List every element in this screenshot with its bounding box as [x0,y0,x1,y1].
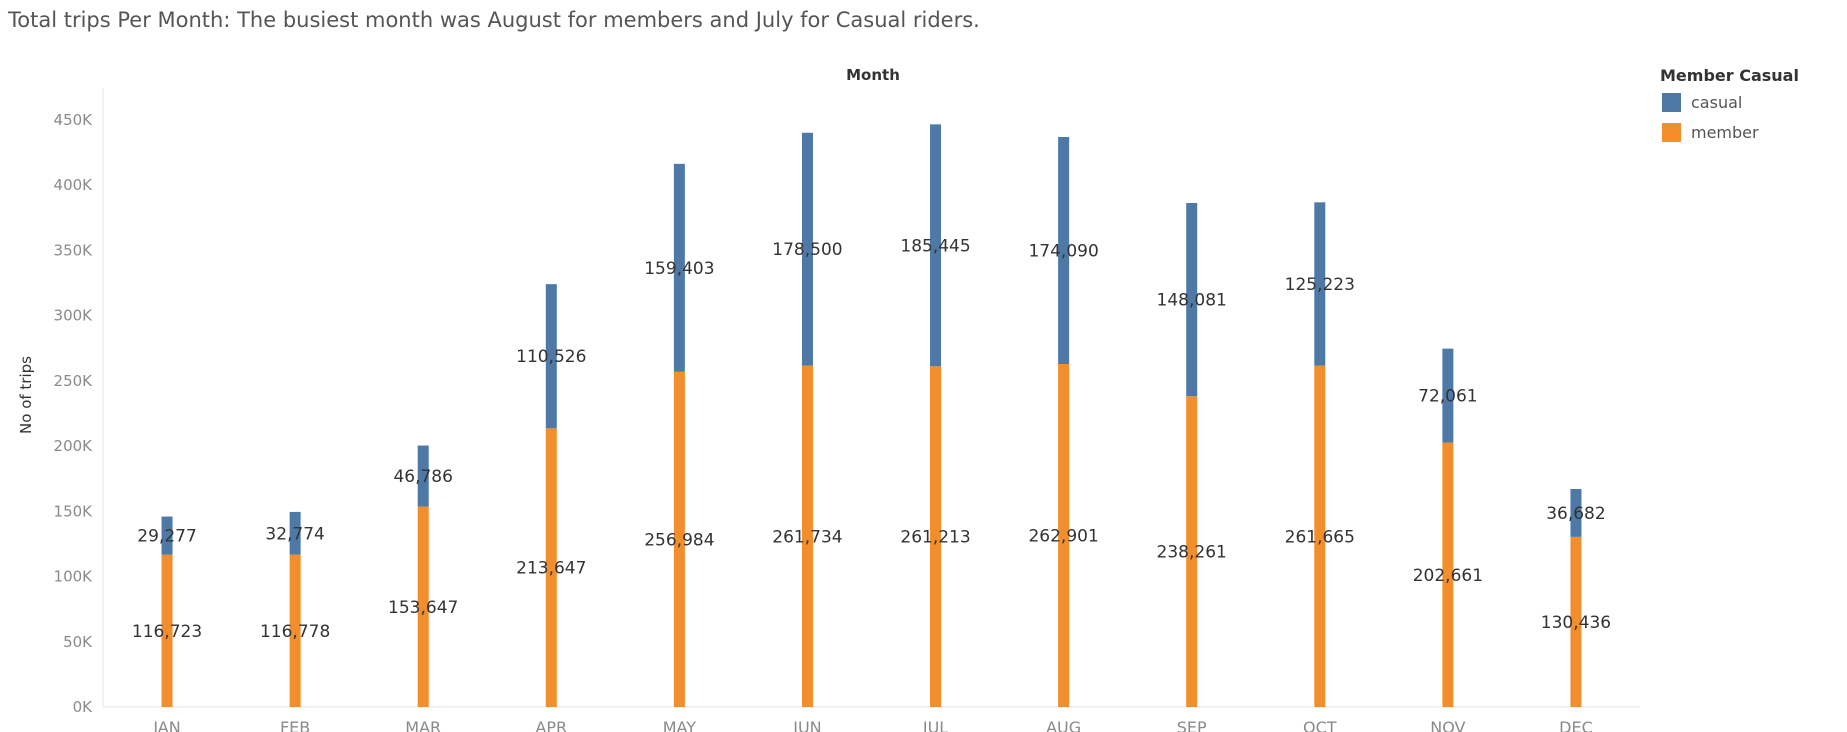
bar-member-jan [161,554,173,707]
x-tick-label-jun: JUN [792,718,821,732]
y-tick-label: 150K [54,502,94,520]
bar-member-may [673,371,685,707]
column-header: Month [846,66,900,84]
legend-label-member: member [1691,123,1759,142]
data-label-casual-may: 159,403 [644,259,714,279]
bar-member-apr [545,428,557,707]
data-label-member-may: 256,984 [644,530,714,550]
bar-casual-nov [1442,348,1454,443]
data-label-member-jul: 261,213 [900,528,970,548]
bar-member-jul [930,366,942,707]
bar-member-jun [801,365,813,707]
y-tick-label: 200K [54,437,94,455]
x-tick-label-dec: DEC [1559,718,1593,732]
data-label-member-jun: 261,734 [772,527,842,547]
bar-member-mar [417,506,429,707]
x-tick-label-aug: AUG [1046,718,1081,732]
x-tick-label-sep: SEP [1177,718,1207,732]
data-label-casual-dec: 36,682 [1546,504,1605,524]
legend-title: Member Casual [1660,66,1799,85]
x-tick-label-jan: JAN [152,718,180,732]
data-label-member-oct: 261,665 [1285,527,1355,547]
x-tick-label-feb: FEB [280,718,310,732]
y-axis-title: No of trips [17,356,35,434]
bar-member-nov [1442,442,1454,707]
y-tick-label: 300K [54,307,94,325]
bar-casual-aug [1058,136,1070,365]
bar-casual-apr [545,284,557,429]
bar-member-dec [1570,536,1582,707]
data-label-member-apr: 213,647 [516,559,586,579]
y-tick-label: 0K [73,698,94,716]
legend-swatch-casual [1662,93,1681,112]
x-tick-label-apr: APR [535,718,567,732]
bar-casual-jan [161,516,173,555]
bar-member-feb [289,554,301,707]
data-label-casual-oct: 125,223 [1285,275,1355,295]
x-tick-label-oct: OCT [1303,718,1337,732]
y-tick-label: 450K [54,111,94,129]
bar-casual-may [673,163,685,372]
x-tick-label-nov: NOV [1430,718,1465,732]
bar-member-sep [1186,396,1198,707]
data-label-member-mar: 153,647 [388,598,458,618]
y-axis: 0K 50K 100K 150K 200K 250K 300K 350K 400K 450K [54,111,94,716]
x-axis: JAN FEB MAR APR MAY JUN JUL AUG SEP OCT NOV DEC [152,718,1592,732]
data-label-casual-aug: 174,090 [1028,242,1098,262]
bar-casual-feb [289,511,301,555]
bar-casual-oct [1314,202,1326,366]
plot-area: 116,723 29,277 116,778 32,774 153,647 46,786 2… [102,88,1640,708]
data-label-member-dec: 130,436 [1541,613,1611,633]
legend: Member Casual casual member [1660,66,1799,142]
data-label-casual-nov: 72,061 [1418,387,1477,407]
bar-casual-jun [801,132,813,366]
x-tick-label-mar: MAR [405,718,441,732]
data-label-casual-mar: 46,786 [393,467,452,487]
chart-title: Total trips Per Month: The busiest month… [8,8,980,32]
y-tick-label: 100K [54,568,94,586]
data-label-member-nov: 202,661 [1413,566,1483,586]
data-label-member-sep: 238,261 [1157,543,1227,563]
bar-member-oct [1314,365,1326,707]
x-tick-label-jul: JUL [922,718,948,732]
data-label-member-feb: 116,778 [260,622,330,642]
data-label-casual-feb: 32,774 [265,524,324,544]
bar-casual-mar [417,445,429,507]
bar-member-aug [1058,364,1070,707]
bar-casual-sep [1186,203,1198,397]
legend-label-casual: casual [1691,93,1742,112]
data-label-casual-jul: 185,445 [900,236,970,256]
data-label-casual-sep: 148,081 [1157,291,1227,311]
data-label-member-jan: 116,723 [132,622,202,642]
bar-casual-jul [930,124,942,367]
legend-swatch-member [1662,123,1681,142]
data-label-casual-jan: 29,277 [137,527,196,547]
y-tick-label: 400K [54,176,94,194]
y-tick-label: 350K [54,241,94,259]
y-tick-label: 250K [54,372,94,390]
data-label-casual-apr: 110,526 [516,347,586,367]
y-tick-label: 50K [63,633,93,651]
bar-casual-dec [1570,489,1582,537]
data-label-member-aug: 262,901 [1028,527,1098,547]
data-label-casual-jun: 178,500 [772,240,842,260]
x-tick-label-may: MAY [663,718,697,732]
